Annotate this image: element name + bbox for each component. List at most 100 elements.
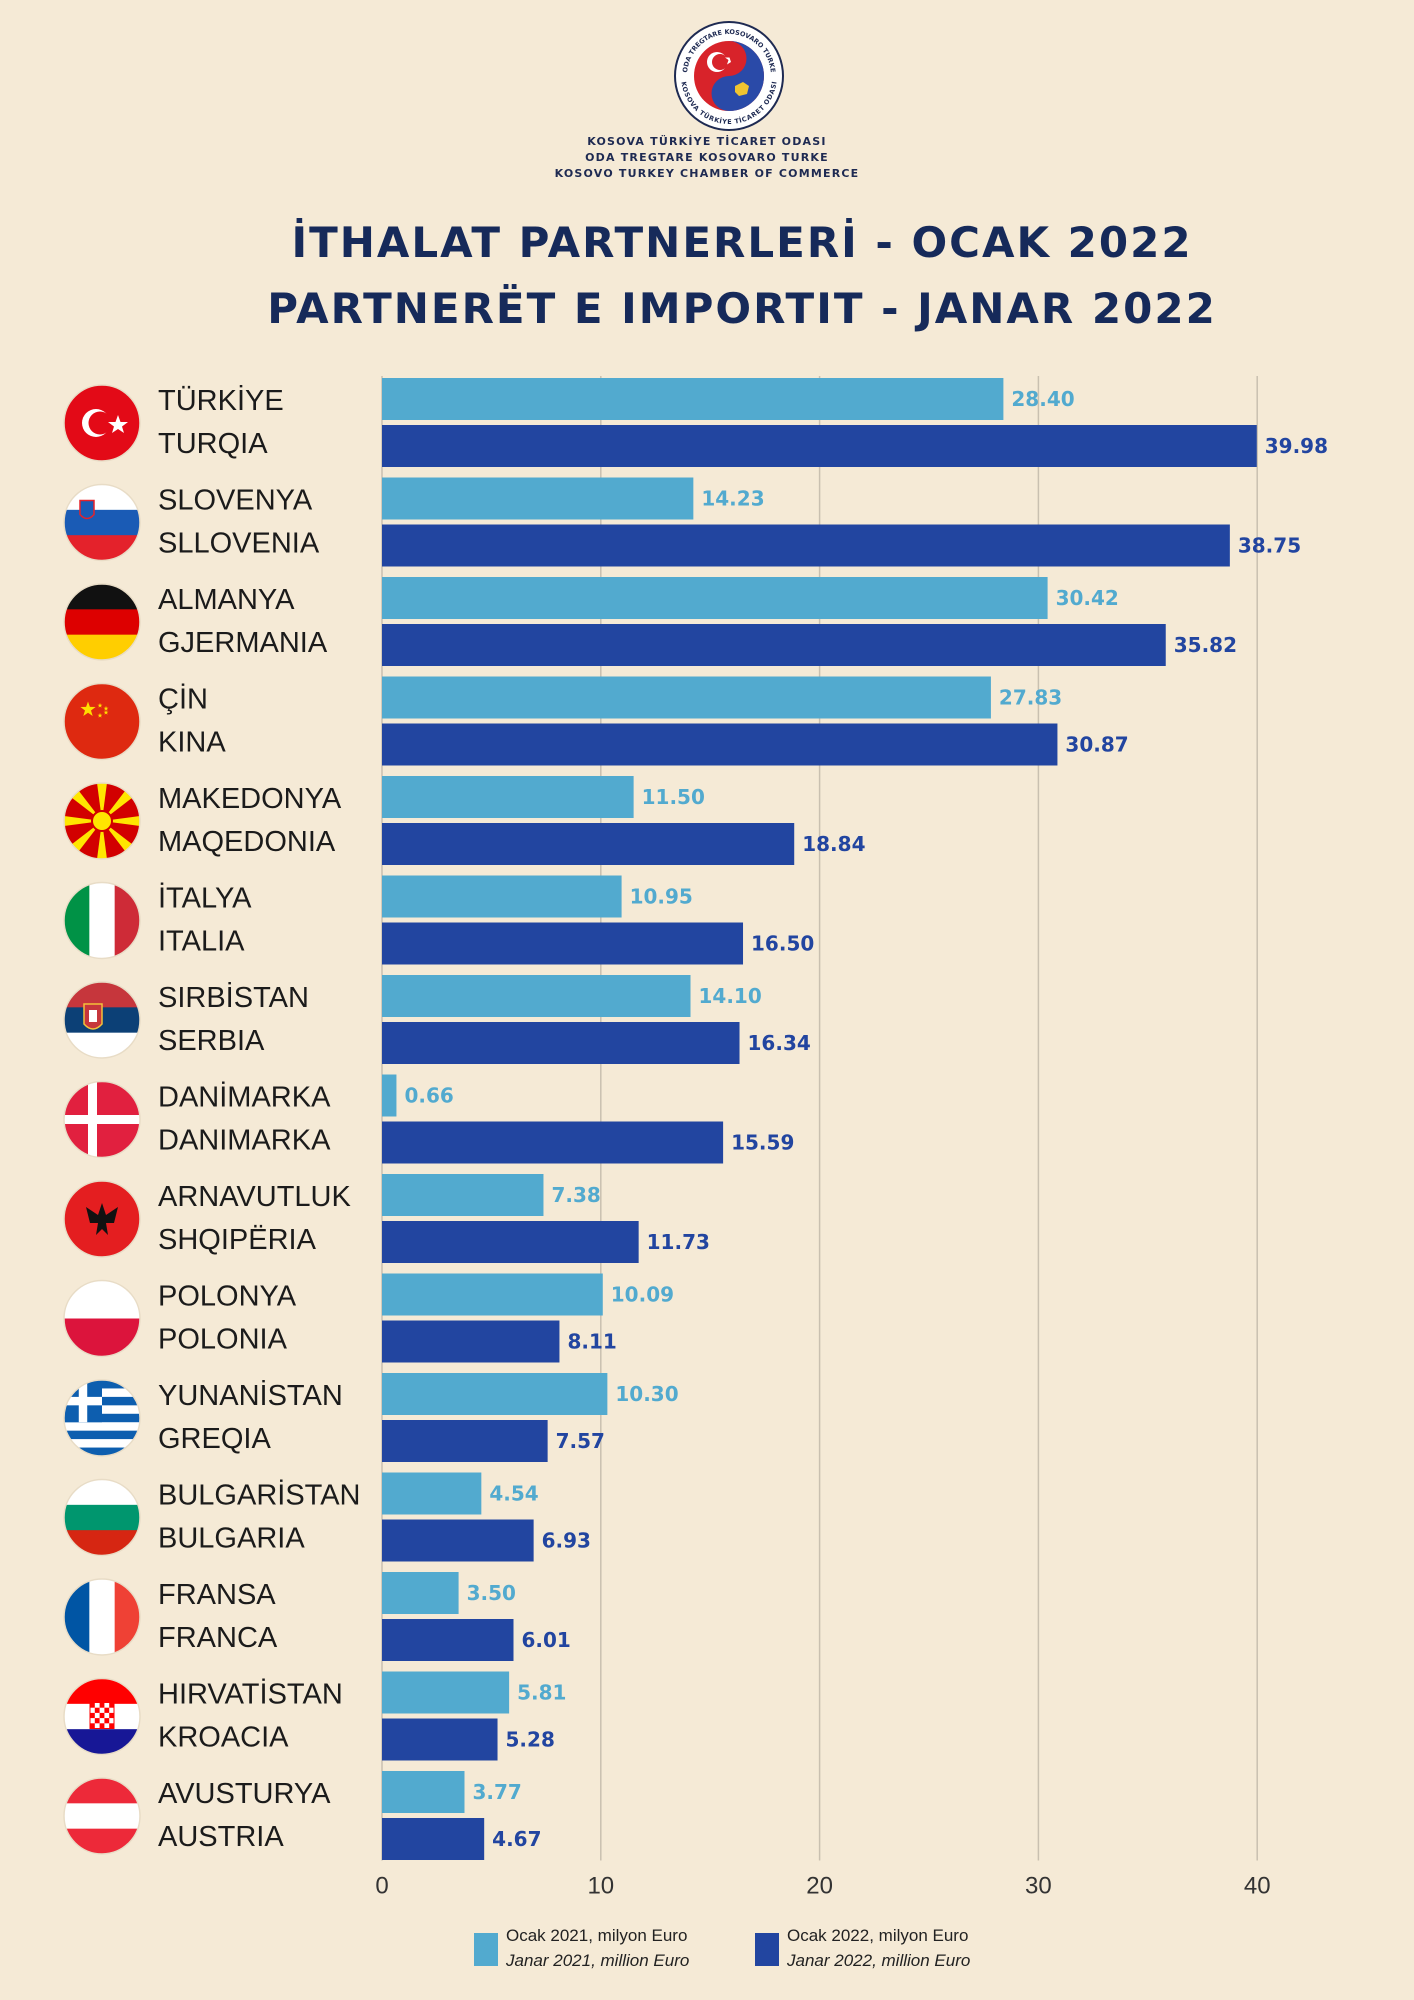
x-tick-label: 30 xyxy=(1025,1873,1052,1900)
org-name-sq: ODA TREGTARE KOSOVARO TURKE xyxy=(585,151,829,164)
legend-label-2021-sq: Janar 2021, million Euro xyxy=(505,1951,689,1970)
bar-maqedonia-2021 xyxy=(382,776,634,818)
greece-flag-icon xyxy=(63,1379,141,1457)
value-label-polonia-2022: 8.11 xyxy=(567,1330,616,1354)
value-label-turqia-2022: 39.98 xyxy=(1265,434,1328,458)
country-name-sq-shqiperia: SHQIPËRIA xyxy=(158,1224,317,1256)
value-label-kina-2021: 27.83 xyxy=(999,686,1062,710)
x-tick-label: 40 xyxy=(1244,1873,1271,1900)
chamber-logo: ODA TREGTARE KOSOVARO TURKE KOSOVA TÜRKİ… xyxy=(674,21,784,131)
bar-bulgaria-2021 xyxy=(382,1472,482,1515)
country-name-sq-gjermania: GJERMANIA xyxy=(158,627,328,659)
bar-danimarka-2022 xyxy=(382,1121,724,1164)
value-label-kroacia-2021: 5.81 xyxy=(517,1681,566,1705)
country-name-tr-gjermania: ALMANYA xyxy=(158,584,295,616)
legend-label-2022-tr: Ocak 2022, milyon Euro xyxy=(787,1926,968,1945)
value-label-serbia-2022: 16.34 xyxy=(748,1031,811,1055)
bar-polonia-2022 xyxy=(382,1320,560,1363)
org-name-en: KOSOVO TURKEY CHAMBER OF COMMERCE xyxy=(554,167,860,180)
value-label-greqia-2022: 7.57 xyxy=(556,1429,605,1453)
austria-flag-icon xyxy=(63,1777,141,1855)
x-tick-label: 0 xyxy=(375,1873,388,1900)
country-name-tr-kina: ÇİN xyxy=(158,683,208,716)
bar-italia-2022 xyxy=(382,922,744,965)
bar-franca-2021 xyxy=(382,1572,459,1614)
value-label-maqedonia-2021: 11.50 xyxy=(642,785,705,809)
org-name-tr: KOSOVA TÜRKİYE TİCARET ODASI xyxy=(587,135,827,148)
x-tick-label: 10 xyxy=(587,1873,614,1900)
country-name-tr-danimarka: DANİMARKA xyxy=(158,1081,331,1114)
value-label-gjermania-2022: 35.82 xyxy=(1174,633,1237,657)
chart-title-sq: PARTNERËT E IMPORTIT - JANAR 2022 xyxy=(267,284,1217,333)
bar-franca-2022 xyxy=(382,1619,514,1661)
germany-flag-icon xyxy=(63,583,141,661)
country-name-sq-serbia: SERBIA xyxy=(158,1025,265,1057)
serbia-flag-icon xyxy=(63,981,141,1059)
chart-legend: Ocak 2021, milyon Euro Janar 2021, millio… xyxy=(474,1926,970,1970)
x-tick-label: 20 xyxy=(806,1873,833,1900)
bar-italia-2021 xyxy=(382,875,622,918)
bar-kina-2021 xyxy=(382,676,991,719)
bar-kroacia-2021 xyxy=(382,1671,510,1714)
bar-gjermania-2022 xyxy=(382,624,1166,666)
bar-serbia-2022 xyxy=(382,1022,740,1064)
country-name-tr-italia: İTALYA xyxy=(158,882,252,915)
value-label-shqiperia-2021: 7.38 xyxy=(551,1183,600,1207)
value-label-austria-2022: 4.67 xyxy=(492,1827,541,1851)
china-flag-icon xyxy=(63,682,141,761)
country-name-sq-danimarka: DANIMARKA xyxy=(158,1125,331,1157)
bar-danimarka-2021 xyxy=(382,1074,397,1117)
denmark-flag-icon xyxy=(63,1080,141,1159)
country-name-tr-bulgaria: BULGARİSTAN xyxy=(158,1479,361,1512)
value-label-turqia-2021: 28.40 xyxy=(1011,387,1074,411)
value-label-franca-2021: 3.50 xyxy=(467,1581,516,1605)
country-name-sq-austria: AUSTRIA xyxy=(158,1821,284,1853)
country-name-sq-kroacia: KROACIA xyxy=(158,1722,289,1754)
value-label-franca-2022: 6.01 xyxy=(521,1628,570,1652)
country-name-sq-polonia: POLONIA xyxy=(158,1324,288,1356)
italy-flag-icon xyxy=(63,881,141,960)
value-label-polonia-2021: 10.09 xyxy=(611,1283,674,1307)
country-name-tr-turqia: TÜRKİYE xyxy=(158,384,284,417)
country-name-sq-franca: FRANCA xyxy=(158,1622,278,1654)
albania-flag-icon xyxy=(63,1180,141,1258)
value-label-sllovenia-2021: 14.23 xyxy=(701,487,764,511)
bar-austria-2022 xyxy=(382,1818,485,1860)
country-name-tr-shqiperia: ARNAVUTLUK xyxy=(158,1181,351,1213)
france-flag-icon xyxy=(63,1578,141,1656)
value-label-kroacia-2022: 5.28 xyxy=(506,1728,555,1752)
value-label-sllovenia-2022: 38.75 xyxy=(1238,534,1301,558)
slovenia-flag-icon xyxy=(63,483,141,562)
country-name-tr-polonia: POLONYA xyxy=(158,1281,297,1313)
chart-bars: 28.40 39.98 14.23 38.75 30.42 35.82 27.8330.87… xyxy=(382,378,1328,1860)
country-name-tr-austria: AVUSTURYA xyxy=(158,1778,331,1810)
value-label-serbia-2021: 14.10 xyxy=(699,984,762,1008)
bar-kroacia-2022 xyxy=(382,1718,498,1761)
bar-kina-2022 xyxy=(382,723,1058,766)
country-name-sq-italia: ITALIA xyxy=(158,926,245,958)
chart-title-tr: İTHALAT PARTNERLERİ - OCAK 2022 xyxy=(291,218,1193,267)
bar-polonia-2021 xyxy=(382,1273,603,1316)
value-label-italia-2022: 16.50 xyxy=(751,932,814,956)
bar-turqia-2021 xyxy=(382,378,1004,420)
legend-swatch-2022 xyxy=(755,1933,779,1966)
bar-sllovenia-2021 xyxy=(382,477,694,520)
bar-greqia-2022 xyxy=(382,1420,548,1462)
turkey-flag-icon xyxy=(63,384,141,462)
value-label-italia-2021: 10.95 xyxy=(630,885,693,909)
value-label-danimarka-2021: 0.66 xyxy=(404,1084,453,1108)
country-labels: TÜRKİYE TURQIA SLOVENYA SLLOVENIA ALMANYA GJE… xyxy=(63,384,361,1855)
croatia-flag-icon xyxy=(63,1677,141,1756)
country-name-tr-serbia: SIRBİSTAN xyxy=(158,981,309,1014)
country-name-sq-turqia: TURQIA xyxy=(158,428,268,460)
bar-sllovenia-2022 xyxy=(382,524,1230,567)
bar-austria-2021 xyxy=(382,1771,465,1813)
legend-label-2021-tr: Ocak 2021, milyon Euro xyxy=(506,1926,687,1945)
poland-flag-icon xyxy=(63,1279,141,1358)
bar-turqia-2022 xyxy=(382,425,1257,467)
value-label-greqia-2021: 10.30 xyxy=(615,1382,678,1406)
value-label-bulgaria-2021: 4.54 xyxy=(489,1482,538,1506)
bar-shqiperia-2021 xyxy=(382,1174,544,1216)
value-label-shqiperia-2022: 11.73 xyxy=(647,1230,710,1254)
